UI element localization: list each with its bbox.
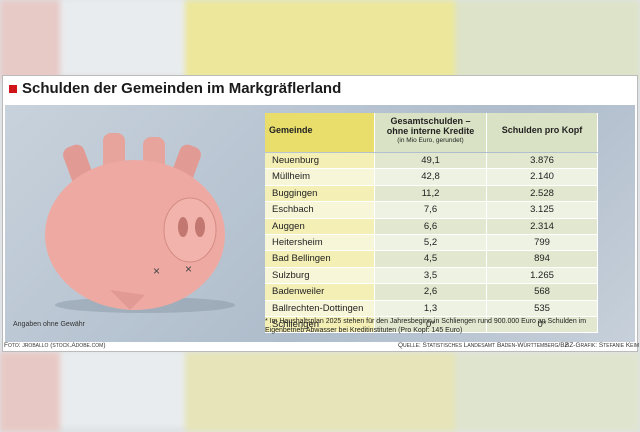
table-cell: Bad Bellingen [265,251,375,268]
table-cell: 6,6 [375,218,487,235]
background-top [0,0,640,80]
table-cell: Ballrechten-Dottingen [265,300,375,317]
table-cell: Heitersheim [265,235,375,252]
table-cell: 3.125 [487,202,598,219]
background-bottom [0,352,640,432]
photo-credit: Foto: jroballo (stock.Adobe.com) [4,342,106,349]
table-cell: 49,1 [375,153,487,170]
table-cell: 5,2 [375,235,487,252]
image-caption: Angaben ohne Gewähr [13,321,85,328]
piggy-illustration: × × [45,133,235,313]
table-cell: 0* [375,317,487,334]
table-cell: Müllheim [265,169,375,186]
table-cell: Buggingen [265,185,375,203]
table-cell: 3,5 [375,267,487,285]
header-note: (in Mio Euro, gerundet) [397,137,464,144]
source: Quelle: Statistisches Landesamt Baden-Wü… [398,342,569,349]
header-cell: Gemeinde [265,113,375,152]
table-cell: 7,6 [375,202,487,219]
table-cell: 2,6 [375,284,487,301]
table-cell: Badenweiler [265,284,375,301]
table-cell: 42,8 [375,169,487,186]
table-cell: 11,2 [375,185,487,203]
table-cell: Eschbach [265,202,375,219]
title: Schulden der Gemeinden im Markgräflerlan… [22,80,342,97]
table-cell: Schliengen [265,317,375,334]
table-cell: 894 [487,251,598,268]
table-cell: 2.528 [487,185,598,203]
header-cell: Schulden pro Kopf [487,113,598,152]
header-cell: Gesamtschulden – ohne interne Kredite (in… [375,113,487,152]
table-cell: 568 [487,284,598,301]
table-cell: 2.314 [487,218,598,235]
table-cell: Sulzburg [265,267,375,285]
title-marker [9,85,17,93]
header-label: Gemeinde [269,125,313,135]
table-cell: 1,3 [375,300,487,317]
header-label: Gesamtschulden – ohne interne Kredite [386,116,475,136]
table-cell: 0* [487,317,598,334]
table-cell: Auggen [265,218,375,235]
table-cell: 799 [487,235,598,252]
table: Gemeinde Gesamtschulden – ohne interne Kr… [265,113,598,334]
table-cell: Neuenburg [265,153,375,170]
table-cell: 535 [487,300,598,317]
table-cell: 4,5 [375,251,487,268]
table-cell: 2.140 [487,169,598,186]
graphic-credit: BZ-Grafik: Stefanie Keim [565,342,640,349]
table-cell: 3.876 [487,153,598,170]
table-cell: 1.265 [487,267,598,285]
footnote: * Im Haushaltsplan 2025 stehen für den J… [265,318,587,334]
svg-text:×: × [185,262,192,276]
header-label: Schulden pro Kopf [501,125,583,135]
svg-text:×: × [153,264,160,278]
